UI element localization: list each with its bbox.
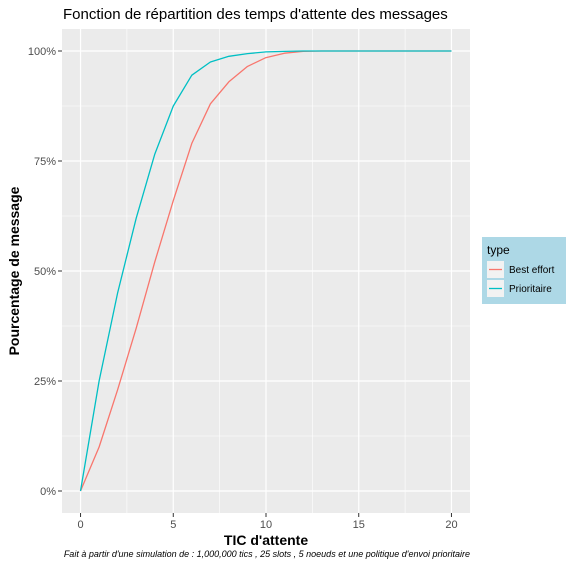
x-tick-label: 5	[170, 519, 176, 531]
x-tick-label: 20	[445, 519, 457, 531]
chart-title: Fonction de répartition des temps d'atte…	[63, 6, 448, 23]
legend-title: type	[487, 243, 510, 257]
y-tick-label: 0%	[40, 486, 56, 498]
x-tick-label: 15	[353, 519, 365, 531]
legend-label: Prioritaire	[509, 284, 552, 295]
x-tick-label: 10	[260, 519, 272, 531]
legend: type Best effort Prioritaire	[482, 237, 566, 304]
y-tick-label: 100%	[28, 46, 56, 58]
legend-label: Best effort	[509, 265, 555, 276]
major-gridlines	[62, 29, 470, 513]
y-axis-title: Pourcentage de message	[6, 186, 22, 355]
y-axis: 0% 25% 50% 75% 100%	[28, 46, 62, 498]
y-tick-label: 50%	[34, 266, 56, 278]
x-tick-label: 0	[77, 519, 83, 531]
chart-caption: Fait à partir d'une simulation de : 1,00…	[64, 549, 470, 559]
y-tick-label: 25%	[34, 376, 56, 388]
series-lines	[79, 50, 452, 492]
legend-items: Best effort Prioritaire	[487, 261, 555, 297]
series-line	[79, 50, 452, 492]
x-axis-title: TIC d'attente	[224, 532, 308, 548]
y-tick-label: 75%	[34, 156, 56, 168]
x-axis: 0 5 10 15 20	[77, 513, 458, 531]
